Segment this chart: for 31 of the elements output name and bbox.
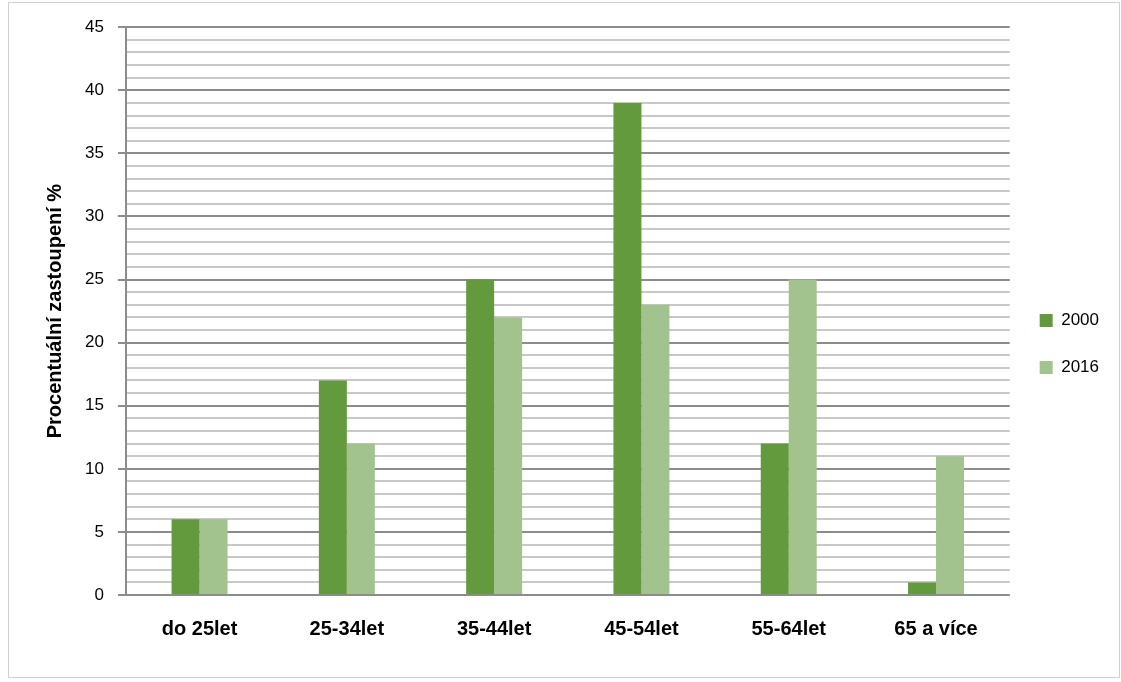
y-tick-label: 25	[84, 269, 104, 289]
y-tick-label: 0	[94, 584, 104, 604]
y-tick-label: 10	[84, 458, 104, 478]
bar	[318, 380, 347, 594]
x-tick-label: do 25let	[161, 616, 238, 639]
bar	[936, 456, 965, 594]
bar	[199, 519, 228, 594]
bar	[760, 443, 789, 594]
bar	[494, 317, 523, 594]
x-tick-label: 65 a více	[894, 616, 978, 639]
x-tick-label: 25-34let	[309, 616, 385, 639]
bar	[788, 279, 817, 594]
y-tick-label: 5	[94, 521, 104, 541]
y-tick-label: 45	[84, 16, 104, 36]
x-tick-label: 55-64let	[751, 616, 827, 639]
bar	[613, 102, 642, 594]
bar	[641, 304, 670, 594]
x-tick-label: 35-44let	[456, 616, 532, 639]
legend-label: 2000	[1061, 310, 1100, 330]
bar	[908, 582, 937, 594]
legend-label: 2016	[1061, 357, 1100, 377]
y-tick-label: 40	[84, 79, 104, 99]
bar	[466, 279, 495, 594]
y-tick-label: 30	[84, 206, 104, 226]
bar	[346, 443, 375, 594]
bar	[171, 519, 200, 594]
y-tick-label: 15	[84, 395, 104, 415]
x-tick-label: 45-54let	[604, 616, 680, 639]
y-tick-label: 35	[84, 143, 104, 163]
y-tick-label: 20	[84, 332, 104, 352]
y-axis-title: Procentuální zastoupení %	[42, 183, 65, 439]
